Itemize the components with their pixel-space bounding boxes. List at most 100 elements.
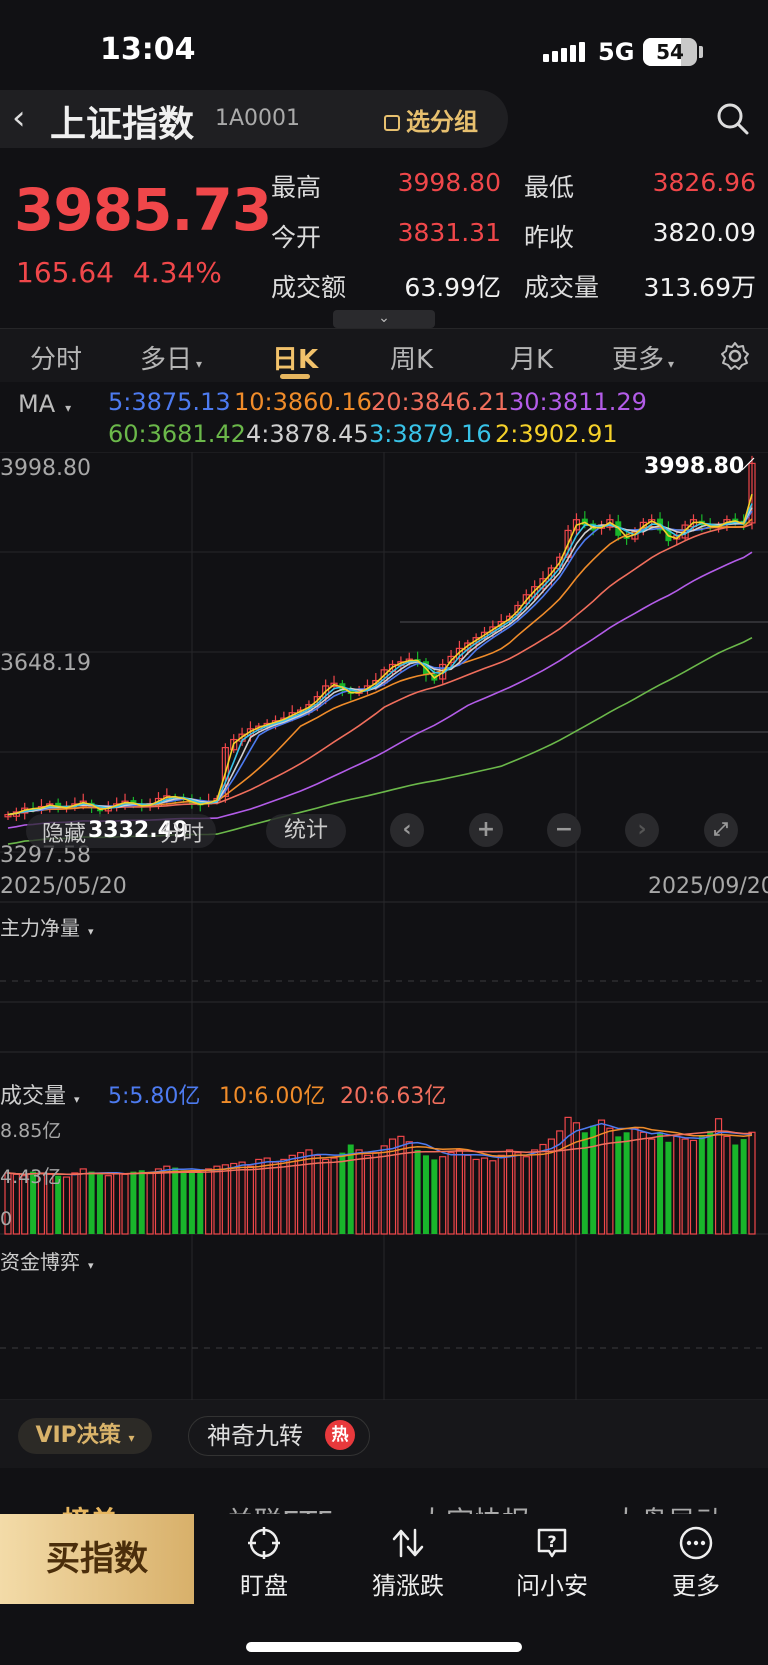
- open-value: 3831.31: [397, 218, 501, 247]
- period-button[interactable]: 分时: [160, 822, 205, 847]
- volume-bar: [657, 1132, 664, 1234]
- volume-bar: [280, 1158, 288, 1235]
- tab-daily-k[interactable]: 日K: [272, 345, 319, 375]
- volume-bar: [255, 1158, 263, 1235]
- tab-related-etf[interactable]: 关联ETF: [226, 1500, 333, 1516]
- nav-watch[interactable]: 盯盘: [204, 1526, 324, 1601]
- info-tabs-peek: 榜单 关联ETF 大宗快报 大盘异动: [0, 1496, 768, 1516]
- ma-selector[interactable]: MA ▾: [18, 390, 72, 418]
- select-group-button[interactable]: 选分组: [384, 102, 478, 137]
- volume-bar: [221, 1164, 229, 1235]
- ma4-value: 4:3878.45: [246, 420, 369, 448]
- volume-bar: [714, 1118, 723, 1235]
- fullscreen-icon[interactable]: ⤢: [704, 813, 738, 847]
- ma5-value: 5:3875.13: [108, 388, 231, 416]
- buy-index-button[interactable]: 买指数: [0, 1514, 194, 1604]
- tab-block-trades[interactable]: 大宗快报: [418, 1500, 530, 1516]
- volume-bar: [590, 1125, 597, 1234]
- volume-bar: [339, 1152, 346, 1234]
- ma-lines-layer: [7, 493, 753, 845]
- volume-bar: [539, 1143, 547, 1235]
- volume-bar: [347, 1144, 354, 1234]
- last-price: 3985.73: [14, 176, 272, 244]
- ma3-line: [7, 503, 753, 816]
- zoom-out-icon[interactable]: −: [547, 813, 581, 847]
- candle-body: [96, 809, 103, 812]
- back-button[interactable]: ‹: [12, 98, 26, 138]
- tab-ranking[interactable]: 榜单: [62, 1500, 118, 1516]
- volume-bar: [547, 1138, 555, 1235]
- stats-button[interactable]: 统计: [266, 814, 346, 848]
- nav-guess[interactable]: 猜涨跌: [348, 1526, 468, 1601]
- tab-weekly-k[interactable]: 周K: [390, 345, 434, 375]
- magic-nine-button[interactable]: 神奇九转: [188, 1416, 370, 1456]
- collapse-quote-button[interactable]: ⌄: [333, 310, 435, 328]
- home-indicator: [246, 1642, 522, 1652]
- scroll-right-icon[interactable]: ›: [625, 813, 659, 847]
- prev-close-value: 3820.09: [652, 218, 756, 247]
- hide-button[interactable]: 隐藏: [42, 822, 87, 847]
- search-icon[interactable]: [716, 102, 750, 136]
- turnover-label: 成交额: [271, 273, 347, 302]
- signal-icon: [543, 42, 585, 62]
- volume-bar: [380, 1145, 388, 1235]
- vip-decision-button[interactable]: VIP决策 ▾: [18, 1418, 152, 1454]
- zoom-in-icon[interactable]: +: [469, 813, 503, 847]
- volume-bar: [305, 1149, 313, 1235]
- volume-bar: [673, 1135, 681, 1235]
- nav-more[interactable]: 更多: [636, 1526, 756, 1601]
- volume-bar: [271, 1161, 280, 1235]
- volume-bar: [55, 1175, 62, 1234]
- tab-intraday[interactable]: 分时: [30, 345, 83, 375]
- vol-y-top: 8.85亿: [0, 1120, 62, 1142]
- tab-monthly-k[interactable]: 月K: [510, 345, 554, 375]
- main-flow-selector[interactable]: 主力净量 ▾: [0, 916, 94, 940]
- ma2-value: 2:3902.91: [495, 420, 618, 448]
- volume-bar: [665, 1141, 672, 1234]
- chart-period-tabs: 分时 多日 ▾ 日K 周K 月K 更多 ▾: [0, 328, 768, 382]
- ma20-line: [7, 523, 753, 816]
- nav-ask[interactable]: ? 问小安: [492, 1526, 612, 1601]
- scroll-left-icon[interactable]: ‹: [390, 813, 424, 847]
- volume-bar: [197, 1172, 204, 1234]
- volume-bar: [740, 1139, 747, 1234]
- volume-bar: [581, 1132, 588, 1234]
- high-label: 最高: [271, 173, 322, 202]
- settings-gear-icon[interactable]: [720, 341, 750, 371]
- tab-more[interactable]: 更多 ▾: [612, 345, 675, 375]
- volume-bar: [296, 1152, 305, 1235]
- change-percent: 4.34%: [132, 256, 222, 289]
- ma2-line: [7, 493, 753, 816]
- battery-tip: [699, 46, 703, 58]
- low-price-marker: 3332.49: [88, 818, 189, 843]
- volume-bar: [707, 1130, 714, 1234]
- tab-market-moves[interactable]: 大盘异动: [612, 1500, 724, 1516]
- volume-bar: [154, 1168, 163, 1235]
- volume-bar: [472, 1158, 480, 1235]
- candles-layer: [4, 455, 756, 822]
- volume-bar: [88, 1171, 95, 1234]
- tab-multi-day[interactable]: 多日 ▾: [140, 345, 203, 375]
- volume-bar: [288, 1154, 296, 1235]
- kline-chart[interactable]: [0, 452, 768, 1400]
- crosshair-icon: [248, 1527, 280, 1559]
- status-bar: 13:04 5G 54: [0, 0, 768, 90]
- volume-bar: [71, 1172, 79, 1235]
- network-type: 5G: [598, 38, 635, 66]
- volume-bar: [246, 1165, 255, 1235]
- volume-bar: [639, 1131, 647, 1235]
- volume-bar: [4, 1172, 12, 1235]
- volume-bar: [556, 1130, 564, 1235]
- volume-bar: [130, 1171, 137, 1234]
- candle-body: [230, 738, 238, 751]
- question-bubble-icon: ?: [537, 1528, 567, 1558]
- volume-indicator-selector[interactable]: 成交量 ▾: [0, 1084, 80, 1109]
- capital-game-selector[interactable]: 资金博弈 ▾: [0, 1250, 94, 1274]
- vol-y-mid: 4.43亿: [0, 1166, 62, 1188]
- volume-bar: [505, 1149, 514, 1235]
- volume-bar: [263, 1157, 271, 1235]
- volume-bar: [489, 1160, 497, 1235]
- up-down-arrows-icon: [392, 1528, 424, 1558]
- max-marker-line: [741, 457, 755, 471]
- volume-bar: [681, 1138, 689, 1235]
